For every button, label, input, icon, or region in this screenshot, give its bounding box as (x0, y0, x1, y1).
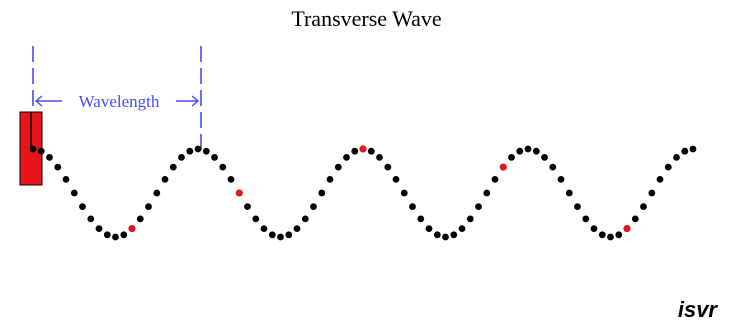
wave-particle (120, 231, 128, 239)
wave-particle (95, 225, 103, 233)
wave-particle (202, 147, 210, 155)
wave-particle (219, 163, 227, 171)
wave-particle (656, 176, 664, 183)
wave-particle (557, 176, 565, 183)
wave-particle (87, 215, 95, 223)
wave-particle (326, 176, 334, 183)
wave-particle (582, 215, 590, 223)
wave-particle (211, 154, 218, 161)
wave-particle (384, 163, 392, 171)
wave-particle (136, 215, 144, 223)
wave-particle (475, 203, 482, 211)
wave-particle (293, 225, 301, 233)
wavelength-arrow (34, 95, 200, 107)
wave-particle (574, 203, 581, 211)
wave-particle (673, 154, 680, 161)
wave-particle (524, 145, 532, 153)
wave-particle (194, 145, 202, 153)
wave-particle (640, 203, 647, 211)
wave-particle (417, 215, 425, 223)
wavelength-label: Wavelength (79, 92, 160, 111)
wave-particle (607, 233, 614, 241)
wave-particle (508, 154, 515, 161)
wave-particle (367, 147, 375, 155)
wave-particle (29, 145, 37, 153)
wave-particle (37, 147, 45, 155)
wave-particle (227, 176, 235, 183)
highlighted-particle (128, 225, 136, 233)
wave-particle (186, 147, 194, 155)
wave-particle (62, 176, 70, 183)
wave-particle (491, 176, 499, 183)
wave-particle (458, 225, 466, 233)
highlighted-particle (623, 225, 631, 233)
wave-particle (252, 215, 260, 223)
wave-particle (178, 154, 185, 161)
isvr-logo: isvr (677, 297, 717, 322)
wave-particle (268, 231, 276, 239)
highlighted-particle (235, 189, 243, 197)
diagram-title: Transverse Wave (291, 6, 442, 31)
highlighted-particle (499, 163, 507, 171)
wave-particle (433, 231, 441, 239)
wave-particle (590, 225, 598, 233)
wave-particle (631, 215, 639, 223)
wave-particle (112, 233, 119, 241)
wave-particle (549, 163, 557, 171)
wave-particle (425, 225, 433, 233)
wave-particle (376, 154, 383, 161)
wave-particle (466, 215, 474, 223)
wave-particle (145, 203, 152, 211)
wave-particle (483, 189, 491, 197)
wave-particle (54, 163, 62, 171)
wave-particle (334, 163, 342, 171)
wave-particle (103, 231, 111, 239)
wave-particle (532, 147, 540, 155)
wave-particle (301, 215, 309, 223)
wave-particle (161, 176, 169, 183)
wave-particle (169, 163, 177, 171)
wave-particle (681, 147, 689, 155)
wave-particles (29, 145, 697, 241)
wave-particle (392, 176, 400, 183)
highlighted-particle (359, 145, 367, 153)
wave-particle (400, 189, 408, 197)
wave-particle (343, 154, 350, 161)
wave-particle (565, 189, 573, 197)
wave-particle (409, 203, 416, 211)
wave-particle (277, 233, 284, 241)
wave-particle (318, 189, 326, 197)
wave-particle (541, 154, 548, 161)
wave-particle (285, 231, 293, 239)
wave-particle (153, 189, 161, 197)
wave-particle (70, 189, 78, 197)
wave-particle (615, 231, 623, 239)
wave-particle (648, 189, 656, 197)
wave-particle (260, 225, 268, 233)
wave-particle (450, 231, 458, 239)
wave-particle (310, 203, 317, 211)
wave-particle (351, 147, 359, 155)
wave-particle (598, 231, 606, 239)
wave-particle (516, 147, 524, 155)
wave-particle (79, 203, 86, 211)
wave-particle (46, 154, 53, 161)
wave-particle (442, 233, 449, 241)
wave-particle (689, 145, 697, 153)
wave-particle (664, 163, 672, 171)
wave-particle (244, 203, 251, 211)
